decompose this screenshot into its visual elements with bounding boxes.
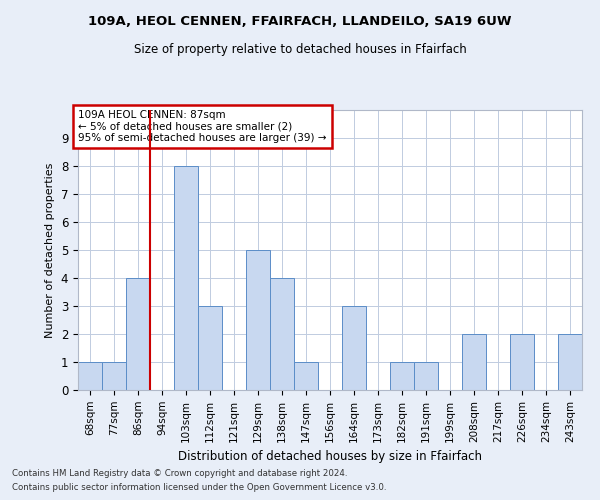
- Bar: [294, 362, 318, 390]
- Bar: [342, 306, 366, 390]
- Bar: [126, 278, 150, 390]
- Y-axis label: Number of detached properties: Number of detached properties: [45, 162, 55, 338]
- Bar: [414, 362, 438, 390]
- Bar: [174, 166, 198, 390]
- Bar: [510, 334, 534, 390]
- Bar: [462, 334, 486, 390]
- Text: Size of property relative to detached houses in Ffairfach: Size of property relative to detached ho…: [134, 42, 466, 56]
- Bar: [102, 362, 126, 390]
- Text: 109A, HEOL CENNEN, FFAIRFACH, LLANDEILO, SA19 6UW: 109A, HEOL CENNEN, FFAIRFACH, LLANDEILO,…: [88, 15, 512, 28]
- Text: Contains public sector information licensed under the Open Government Licence v3: Contains public sector information licen…: [12, 484, 386, 492]
- Text: 109A HEOL CENNEN: 87sqm
← 5% of detached houses are smaller (2)
95% of semi-deta: 109A HEOL CENNEN: 87sqm ← 5% of detached…: [78, 110, 326, 143]
- Bar: [78, 362, 102, 390]
- Text: Contains HM Land Registry data © Crown copyright and database right 2024.: Contains HM Land Registry data © Crown c…: [12, 468, 347, 477]
- Bar: [270, 278, 294, 390]
- Bar: [390, 362, 414, 390]
- Bar: [558, 334, 582, 390]
- Bar: [198, 306, 222, 390]
- Bar: [246, 250, 270, 390]
- X-axis label: Distribution of detached houses by size in Ffairfach: Distribution of detached houses by size …: [178, 450, 482, 463]
